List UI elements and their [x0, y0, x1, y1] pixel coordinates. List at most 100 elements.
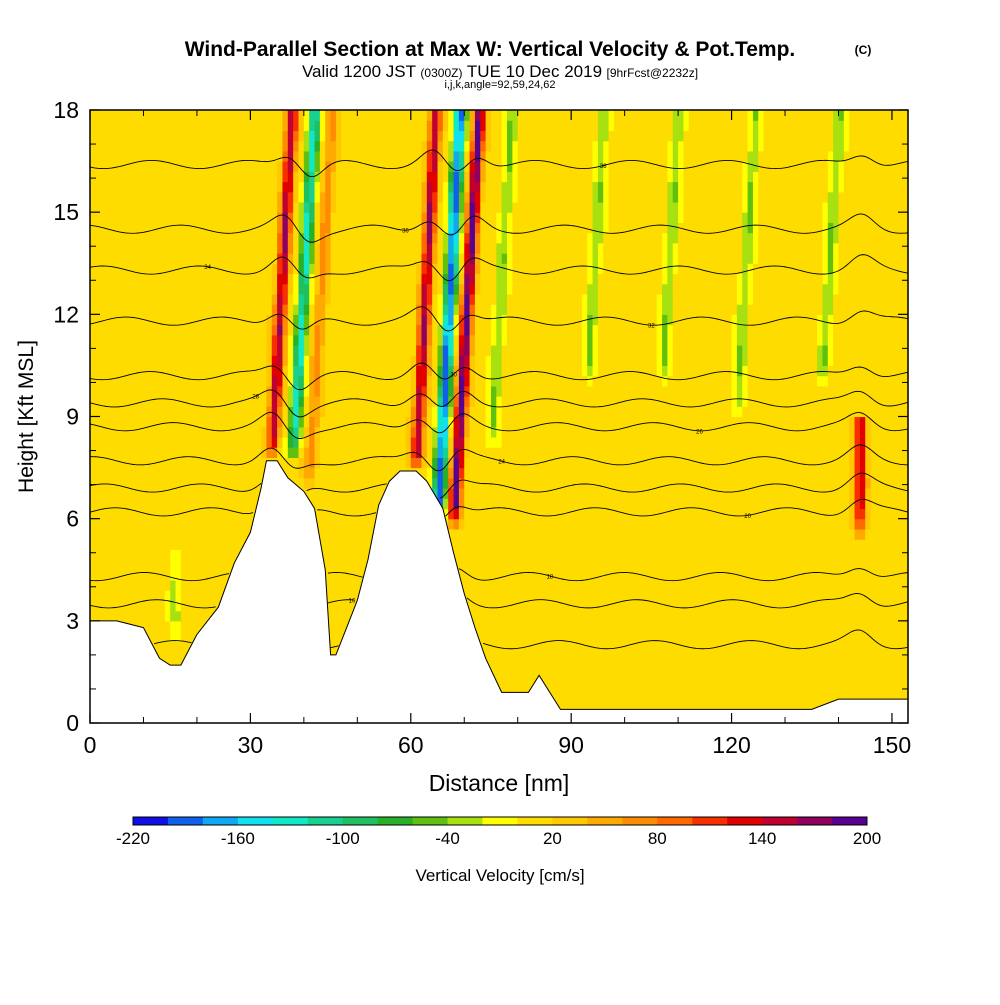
- velocity-cell: [357, 569, 364, 581]
- velocity-cell: [196, 324, 203, 336]
- velocity-cell: [458, 161, 465, 172]
- velocity-cell: [122, 426, 129, 438]
- velocity-cell: [303, 161, 310, 172]
- velocity-cell: [90, 467, 96, 479]
- velocity-cell: [234, 549, 241, 561]
- velocity-cell: [122, 396, 129, 407]
- velocity-cell: [170, 579, 177, 591]
- velocity-cell: [469, 344, 476, 356]
- velocity-cell: [351, 375, 358, 387]
- velocity-cell: [154, 641, 161, 653]
- velocity-cell: [314, 508, 321, 520]
- velocity-cell: [212, 396, 219, 407]
- velocity-cell: [442, 150, 449, 162]
- velocity-cell: [405, 385, 412, 397]
- velocity-cell: [346, 477, 353, 489]
- velocity-cell: [517, 375, 524, 387]
- velocity-cell: [485, 161, 492, 172]
- velocity-cell: [469, 406, 476, 418]
- velocity-cell: [159, 212, 166, 223]
- velocity-cell: [180, 355, 187, 367]
- velocity-cell: [229, 518, 235, 530]
- velocity-cell: [442, 232, 449, 244]
- velocity-cell: [405, 222, 412, 234]
- velocity-cell: [122, 579, 129, 591]
- velocity-cell: [474, 590, 481, 601]
- velocity-cell: [95, 396, 102, 407]
- velocity-cell: [453, 181, 460, 193]
- velocity-cell: [474, 110, 481, 121]
- velocity-cell: [523, 661, 530, 673]
- velocity-cell: [154, 631, 161, 642]
- velocity-cell: [507, 232, 513, 244]
- velocity-cell: [496, 273, 503, 285]
- velocity-cell: [517, 110, 524, 121]
- velocity-cell: [271, 161, 278, 172]
- velocity-cell: [122, 191, 129, 203]
- velocity-cell: [421, 130, 428, 142]
- velocity-cell: [143, 314, 150, 326]
- velocity-cell: [512, 396, 519, 407]
- velocity-cell: [335, 610, 342, 622]
- velocity-cell: [421, 263, 428, 275]
- velocity-cell: [368, 457, 374, 469]
- velocity-cell: [384, 355, 390, 367]
- velocity-cell: [202, 242, 209, 254]
- velocity-cell: [485, 212, 492, 223]
- velocity-cell: [528, 293, 535, 305]
- velocity-cell: [523, 600, 530, 612]
- velocity-cell: [528, 181, 535, 193]
- velocity-cell: [122, 161, 129, 172]
- velocity-cell: [111, 569, 118, 581]
- velocity-cell: [154, 426, 161, 438]
- velocity-cell: [250, 477, 257, 489]
- velocity-cell: [154, 253, 161, 264]
- velocity-cell: [111, 528, 118, 540]
- velocity-cell: [330, 416, 337, 428]
- velocity-cell: [501, 590, 508, 601]
- velocity-cell: [437, 365, 444, 377]
- velocity-cell: [405, 324, 412, 336]
- velocity-cell: [426, 120, 433, 132]
- velocity-cell: [159, 293, 166, 305]
- velocity-cell: [298, 406, 305, 418]
- velocity-cell: [111, 447, 118, 458]
- velocity-cell: [127, 201, 134, 213]
- velocity-cell: [357, 171, 364, 183]
- velocity-cell: [319, 355, 326, 367]
- velocity-cell: [384, 447, 390, 458]
- velocity-cell: [314, 120, 321, 132]
- velocity-cell: [400, 293, 407, 305]
- velocity-cell: [293, 334, 300, 346]
- velocity-cell: [357, 304, 364, 315]
- velocity-cell: [346, 273, 353, 285]
- velocity-cell: [480, 375, 487, 387]
- velocity-cell: [517, 263, 524, 275]
- velocity-cell: [346, 150, 353, 162]
- velocity-cell: [362, 324, 369, 336]
- velocity-cell: [351, 477, 358, 489]
- velocity-cell: [346, 324, 353, 336]
- velocity-cell: [100, 396, 107, 407]
- velocity-cell: [138, 488, 145, 499]
- velocity-cell: [442, 508, 449, 520]
- velocity-cell: [154, 406, 161, 418]
- velocity-cell: [496, 498, 503, 510]
- velocity-cell: [159, 559, 166, 571]
- velocity-cell: [394, 263, 401, 275]
- velocity-cell: [196, 579, 203, 591]
- velocity-cell: [191, 375, 198, 387]
- velocity-cell: [234, 385, 241, 397]
- velocity-cell: [325, 344, 332, 356]
- velocity-cell: [351, 242, 358, 254]
- velocity-cell: [175, 498, 182, 510]
- velocity-cell: [335, 365, 342, 377]
- velocity-cell: [469, 324, 476, 336]
- velocity-cell: [442, 406, 449, 418]
- velocity-cell: [394, 283, 401, 295]
- velocity-cell: [416, 467, 423, 479]
- velocity-cell: [218, 436, 225, 448]
- velocity-cell: [325, 467, 332, 479]
- velocity-cell: [453, 324, 460, 336]
- velocity-cell: [122, 590, 129, 601]
